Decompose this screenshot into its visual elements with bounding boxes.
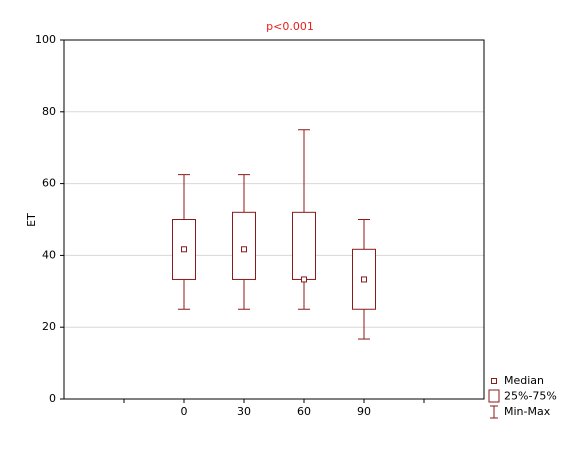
x-tick-label: 90 [357,405,371,418]
legend-box-icon [488,389,500,403]
box [292,211,316,280]
x-tick-label: 60 [297,405,311,418]
legend-label: Median [504,374,544,387]
y-tick-label: 20 [42,320,56,333]
chart-title: p<0.001 [266,20,314,33]
median [181,246,187,253]
y-axis-label: ET [25,213,38,227]
y-tick-label: 60 [42,177,56,190]
y-tick-label: 40 [42,248,56,261]
y-tick-label: 80 [42,105,56,118]
y-tick-label: 100 [35,33,56,46]
legend-label: Min-Max [504,405,551,418]
y-tick-label: 0 [49,392,56,405]
legend-median-icon [491,378,497,384]
box [232,211,256,280]
plot-frame [63,39,485,400]
legend-label: 25%-75% [504,390,557,403]
x-tick-label: 0 [181,405,188,418]
median [301,276,307,283]
x-tick-label: 30 [237,405,251,418]
median [361,276,367,283]
median [241,246,247,253]
